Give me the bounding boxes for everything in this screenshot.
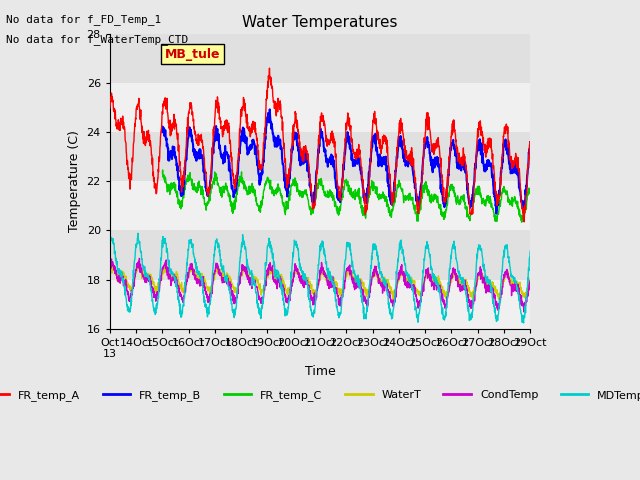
Title: Water Temperatures: Water Temperatures [243, 15, 397, 30]
Bar [110, 279, 530, 329]
Bar [110, 34, 530, 83]
Y-axis label: Temperature (C): Temperature (C) [68, 131, 81, 232]
Bar [110, 83, 530, 132]
Text: No data for f_FD_Temp_1: No data for f_FD_Temp_1 [6, 14, 162, 25]
Legend: FR_temp_A, FR_temp_B, FR_temp_C, WaterT, CondTemp, MDTemp_A: FR_temp_A, FR_temp_B, FR_temp_C, WaterT,… [0, 386, 640, 406]
X-axis label: Time: Time [305, 365, 335, 378]
Bar [110, 230, 530, 279]
Text: MB_tule: MB_tule [164, 48, 220, 60]
Bar [110, 132, 530, 181]
Bar [110, 181, 530, 230]
Text: No data for f_WaterTemp_CTD: No data for f_WaterTemp_CTD [6, 34, 189, 45]
